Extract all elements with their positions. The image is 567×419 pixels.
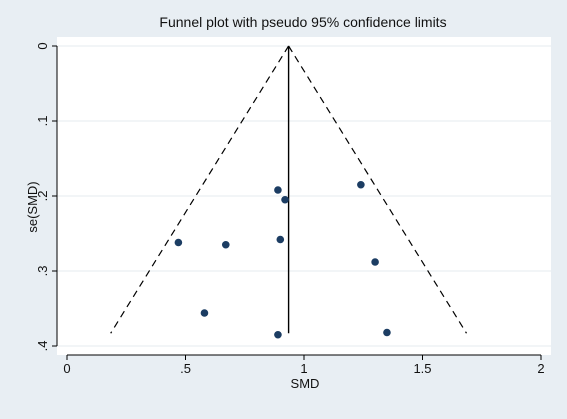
axes: 0 .5 1 1.5 2 0 .1 .2 .3 .4 <box>35 42 545 376</box>
study-point <box>200 309 209 317</box>
study-point <box>383 328 391 337</box>
x-tick-label: 0 <box>63 361 70 376</box>
study-point <box>221 240 230 249</box>
study-point <box>371 258 379 266</box>
y-tick-label: .3 <box>35 266 50 277</box>
upper-confidence-limit-line <box>288 45 468 334</box>
study-point <box>357 180 365 189</box>
data-points <box>174 180 391 339</box>
study-point <box>274 330 282 339</box>
y-tick-label: .1 <box>35 116 50 127</box>
y-tick-label: .2 <box>35 191 50 202</box>
x-tick-label: .5 <box>180 361 191 376</box>
x-tick-label: 1.5 <box>413 361 431 376</box>
y-tick-label: 0 <box>35 42 50 49</box>
funnel-lines <box>110 45 468 334</box>
study-point <box>174 238 183 247</box>
study-point <box>274 186 282 194</box>
study-point <box>276 235 285 244</box>
x-tick-label: 2 <box>537 361 544 376</box>
grid-lines <box>57 45 551 347</box>
y-tick-label: .4 <box>35 341 50 352</box>
x-tick-label: 1 <box>300 361 307 376</box>
chart-title: Funnel plot with pseudo 95% confidence l… <box>159 14 446 30</box>
x-axis-label: SMD <box>291 376 320 391</box>
study-point <box>281 195 289 204</box>
y-axis-label: se(SMD) <box>25 181 40 232</box>
lower-confidence-limit-line <box>110 45 290 334</box>
